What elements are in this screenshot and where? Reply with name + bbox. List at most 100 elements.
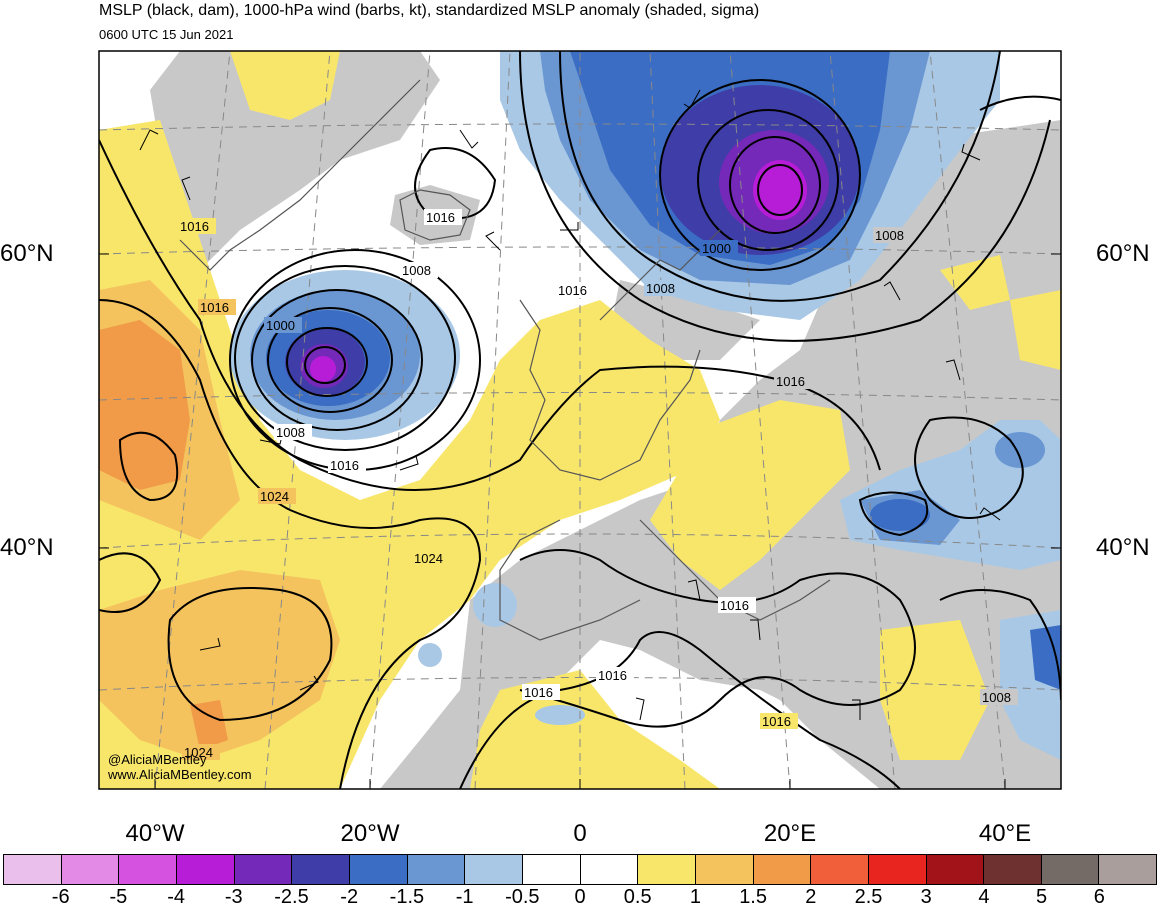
colorbar-swatch	[984, 855, 1042, 884]
colorbar-tick-label: -5	[109, 886, 128, 908]
colorbar-tick-label: -1	[455, 886, 474, 908]
colorbar-tick-label: 5	[1036, 886, 1048, 908]
anomaly-region	[1010, 290, 1061, 370]
colorbar-tick-label: -3	[224, 886, 243, 908]
isobar-label: 1016	[776, 374, 805, 389]
isobar-label: 1008	[875, 228, 904, 243]
colorbar-swatch	[407, 855, 466, 884]
isobar-label: 1016	[598, 668, 627, 683]
anomaly-region	[650, 400, 850, 590]
wind-barb	[945, 359, 961, 381]
anomaly-contour	[310, 356, 336, 382]
lon-label-20w: 20°W	[340, 820, 400, 847]
colorbar-tick-label: 0	[574, 886, 586, 908]
isobar-label: 1000	[702, 241, 731, 256]
colorbar-swatch	[465, 855, 523, 884]
lat-label-60n-left: 60°N	[0, 240, 54, 267]
colorbar-swatch	[349, 855, 408, 884]
colorbar-tick-label: -4	[167, 886, 185, 908]
isobar-label: 1024	[260, 489, 289, 504]
isobar-label: 1024	[414, 551, 443, 566]
wind-barb	[961, 143, 981, 161]
wind-barb	[560, 222, 579, 231]
wind-barb	[399, 455, 419, 471]
colorbar-tick-label: 6	[1093, 886, 1105, 908]
colorbar-swatch	[926, 855, 985, 884]
colorbar-swatch	[638, 855, 696, 884]
wind-barbs	[139, 89, 1001, 721]
colorbar-swatch	[753, 855, 812, 884]
colorbar-swatch	[868, 855, 927, 884]
anomaly-contour	[995, 432, 1045, 468]
colorbar-tick-label: -2	[340, 886, 359, 908]
isobar-label: 1024	[184, 745, 213, 760]
lat-label-60n-right: 60°N	[1096, 240, 1150, 267]
colorbar-swatch	[292, 855, 350, 884]
colorbar-tick-label: 1.5	[739, 886, 767, 908]
axis-ticks	[99, 253, 1061, 789]
isobar-label: 1016	[180, 219, 209, 234]
credit-url: www.AliciaMBentley.com	[108, 767, 252, 782]
wind-barb	[750, 619, 761, 641]
wind-barb	[459, 129, 479, 149]
wind-barb	[181, 176, 191, 201]
isobar-label: 1008	[402, 263, 431, 278]
lat-label-40n-right: 40°N	[1096, 534, 1150, 561]
colorbar-swatch	[580, 855, 639, 884]
colorbar-swatch	[811, 855, 869, 884]
anomaly-contour	[753, 160, 807, 220]
isobar-label: 1016	[200, 300, 229, 315]
map-title: MSLP (black, dam), 1000-hPa wind (barbs,…	[99, 2, 760, 19]
lon-label-0: 0	[573, 820, 587, 847]
colorbar	[3, 854, 1157, 885]
colorbar-tick-label: -0.5	[505, 886, 540, 908]
lon-label-40w: 40°W	[125, 820, 185, 847]
eastern-low-shading	[418, 420, 1061, 760]
isobar-label: 1016	[426, 210, 455, 225]
positive-anomaly-shading	[99, 51, 1061, 789]
isobar-label: 1000	[266, 318, 295, 333]
anomaly-contour	[870, 499, 930, 531]
colorbar-tick-label: -6	[51, 886, 70, 908]
colorbar-swatch	[1099, 855, 1157, 884]
isobars	[99, 51, 1061, 789]
wind-barb	[683, 89, 701, 109]
anomaly-contour	[418, 643, 442, 667]
colorbar-swatch	[522, 855, 581, 884]
lon-label-20e: 20°E	[763, 820, 817, 847]
graticule	[99, 51, 1061, 789]
colorbar-tick-label: 2	[805, 886, 817, 908]
isobar-labels: 1016 1016 1016 1008 1000 1008 1016 1000 …	[178, 209, 1018, 760]
isobar-label: 1008	[982, 690, 1011, 705]
wind-barb	[687, 579, 701, 601]
anomaly-contour	[535, 705, 585, 725]
colorbar-tick-label: 0.5	[623, 886, 652, 908]
anomaly-region	[99, 320, 190, 490]
valid-time: 0600 UTC 15 Jun 2021	[99, 27, 234, 42]
colorbar-tick-label: 4	[978, 886, 990, 908]
colorbar-swatch	[1041, 855, 1100, 884]
wind-barb	[635, 697, 645, 721]
anomaly-region	[190, 700, 228, 750]
isobar-label: 1016	[762, 714, 791, 729]
colorbar-swatch	[234, 855, 293, 884]
anomaly-region	[940, 255, 1010, 310]
anomaly-contour	[1030, 625, 1061, 690]
wind-barb	[883, 281, 901, 301]
colorbar-tick-label: -1.5	[389, 886, 425, 908]
colorbar-tick-label: 2.5	[854, 886, 883, 908]
isobar-label: 1008	[646, 281, 675, 296]
wind-barb	[139, 129, 159, 151]
wind-barb	[485, 231, 501, 251]
isobar-label: 1016	[524, 685, 553, 700]
isobar-label: 1008	[276, 425, 305, 440]
colorbar-tick-label: 1	[689, 886, 701, 908]
colorbar-swatch	[695, 855, 754, 884]
lat-label-40n-left: 40°N	[0, 534, 54, 561]
anomaly-region	[880, 620, 990, 760]
colorbar-tick-label: 3	[920, 886, 932, 908]
credit-handle: @AliciaMBentley	[108, 752, 207, 767]
colorbar-swatch	[176, 855, 235, 884]
isobar-label: 1016	[558, 283, 587, 298]
